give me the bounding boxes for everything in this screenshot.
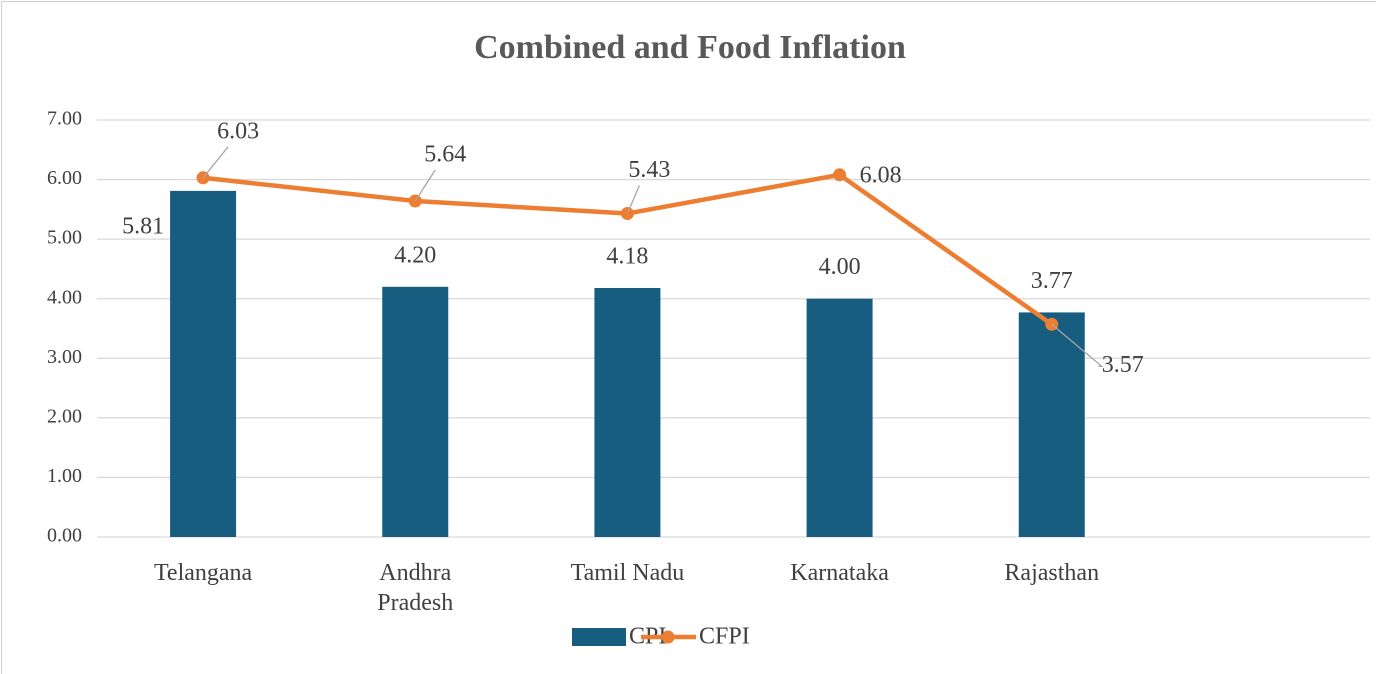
data-label: 4.20 [394, 242, 436, 268]
bar [594, 287, 661, 537]
x-tick-label: Tamil Nadu [570, 560, 685, 586]
data-label: 5.64 [424, 142, 466, 168]
legend-swatch [572, 628, 626, 646]
data-label: 4.00 [819, 254, 861, 280]
y-tick-label: 1.00 [47, 465, 82, 487]
point [833, 168, 847, 182]
bar [170, 190, 237, 537]
data-label: 5.43 [628, 157, 670, 183]
x-tick-label: Andhra Pradesh [377, 560, 454, 616]
data-label: 3.57 [1102, 352, 1144, 378]
leader-line [414, 169, 436, 202]
data-label: 3.77 [1031, 268, 1073, 294]
y-tick-label: 3.00 [47, 346, 82, 368]
legend-label: CFPI [699, 624, 750, 650]
y-tick-label: 0.00 [47, 525, 82, 547]
x-tick-label: Karnataka [790, 560, 889, 586]
leader-line [202, 146, 229, 179]
bar [1018, 312, 1085, 537]
data-label: 6.08 [860, 162, 902, 188]
bar [382, 286, 449, 537]
y-tick-label: 4.00 [47, 286, 82, 308]
data-label: 6.03 [217, 118, 259, 144]
x-tick-label: Rajasthan [1004, 560, 1100, 586]
legend-swatch [661, 630, 675, 644]
y-tick-label: 7.00 [47, 108, 82, 130]
data-label: 4.18 [606, 243, 648, 269]
bar [806, 298, 873, 537]
chart-title: Combined and Food Inflation [474, 29, 906, 66]
y-tick-label: 5.00 [47, 227, 82, 249]
x-tick-label: Telangana [153, 560, 253, 586]
leader-line [1051, 323, 1104, 367]
y-tick-label: 6.00 [47, 167, 82, 189]
y-tick-label: 2.00 [47, 405, 82, 427]
data-label: 5.81 [122, 213, 164, 239]
leader-line [626, 185, 641, 214]
